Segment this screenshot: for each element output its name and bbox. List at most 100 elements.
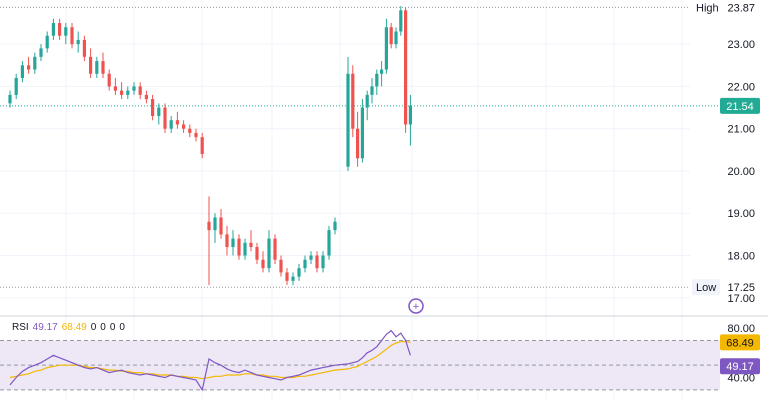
candle: [107, 69, 111, 91]
candle: [384, 18, 388, 74]
candle: [188, 124, 192, 138]
candle-body: [309, 255, 313, 260]
candles: [8, 6, 412, 286]
candle: [315, 251, 319, 273]
rsi-legend[interactable]: RSI 49.17 68.49 0 0 0 0: [12, 322, 125, 333]
rsi-badge-value: 49.17: [726, 361, 754, 373]
candle: [394, 27, 398, 49]
candle-body: [333, 221, 337, 231]
candle: [157, 103, 161, 125]
candle: [399, 6, 403, 36]
candle-body: [384, 27, 388, 70]
candle: [346, 56, 350, 171]
candle: [408, 94, 412, 146]
price-tick-label: 17.00: [727, 293, 755, 305]
candle: [45, 31, 49, 53]
candle: [138, 82, 142, 100]
rsi-legend-extra-4: 0: [119, 322, 125, 333]
candle-body: [169, 120, 173, 129]
candle-body: [95, 61, 99, 74]
price-axis[interactable]: 23.00 22.00 21.00 20.00 19.00 18.00 17.00 High 2…: [692, 2, 760, 305]
candle: [144, 90, 148, 104]
candle-body: [45, 35, 49, 49]
candle: [243, 238, 247, 260]
candle-body: [243, 242, 247, 256]
candle: [249, 230, 253, 252]
candle-body: [375, 73, 379, 87]
candle: [327, 225, 331, 260]
candle: [14, 73, 18, 100]
candle-body: [365, 94, 369, 108]
candle-body: [225, 234, 229, 248]
low-label-bg: [692, 279, 720, 296]
candle-body: [285, 272, 289, 281]
candle: [132, 82, 136, 95]
candle: [169, 116, 173, 133]
candle-body: [356, 128, 360, 159]
candle-body: [360, 107, 364, 159]
candle-body: [394, 31, 398, 45]
candle-body: [231, 238, 235, 248]
rsi-ma-badge: [720, 334, 760, 351]
candle-body: [346, 73, 350, 167]
candle: [291, 272, 295, 286]
candle-body: [76, 39, 80, 45]
candle-body: [303, 259, 307, 269]
candle: [82, 35, 86, 62]
candle: [33, 52, 37, 74]
candle: [219, 209, 223, 239]
candle-body: [194, 132, 198, 138]
plus-circle-icon[interactable]: [408, 298, 424, 314]
candle: [351, 65, 355, 138]
candle: [309, 251, 313, 264]
candle: [76, 31, 80, 53]
candle-body: [370, 86, 374, 95]
candle-body: [163, 107, 167, 129]
candle: [321, 251, 325, 273]
candle: [303, 255, 307, 273]
candle: [64, 23, 68, 45]
price-tick-label: 23.00: [727, 39, 755, 51]
candle-body: [327, 230, 331, 256]
rsi-pane: [0, 329, 720, 392]
last-price-value: 21.54: [726, 101, 754, 113]
candle: [365, 90, 369, 121]
candle: [101, 52, 105, 78]
rsi-legend-rsi-value: 49.17: [32, 322, 58, 333]
rsi-line: [9, 329, 411, 392]
price-tick-label: 22.00: [727, 81, 755, 93]
candle: [213, 213, 217, 243]
candle-body: [120, 90, 124, 95]
candle-body: [291, 276, 295, 281]
candle-body: [157, 107, 161, 117]
candle: [380, 61, 384, 87]
price-tick-label: 21.00: [727, 124, 755, 136]
price-tick-label: 20.00: [727, 166, 755, 178]
candle-body: [182, 124, 186, 129]
candle-body: [33, 56, 37, 70]
high-value: 23.87: [727, 2, 755, 14]
price-tick-label: 18.00: [727, 251, 755, 263]
candle-body: [255, 247, 259, 260]
rsi-axis: 80.00 40.00 68.49 49.17: [720, 323, 760, 385]
candle-body: [58, 23, 62, 36]
candle-body: [138, 86, 142, 95]
candle: [207, 196, 211, 286]
candle: [58, 18, 62, 40]
candle-body: [389, 27, 393, 45]
candle: [39, 44, 43, 62]
candle: [151, 94, 155, 121]
candle: [51, 18, 55, 40]
candle-body: [321, 255, 325, 269]
rsi-legend-name: RSI: [12, 322, 29, 333]
add-marker-button[interactable]: +: [408, 298, 424, 314]
candle: [8, 90, 12, 108]
candle-body: [27, 65, 31, 70]
candle-body: [8, 94, 12, 104]
candle-body: [14, 77, 18, 95]
candle: [231, 230, 235, 256]
candle-body: [39, 48, 43, 57]
candle: [126, 86, 130, 100]
candle: [200, 132, 204, 159]
